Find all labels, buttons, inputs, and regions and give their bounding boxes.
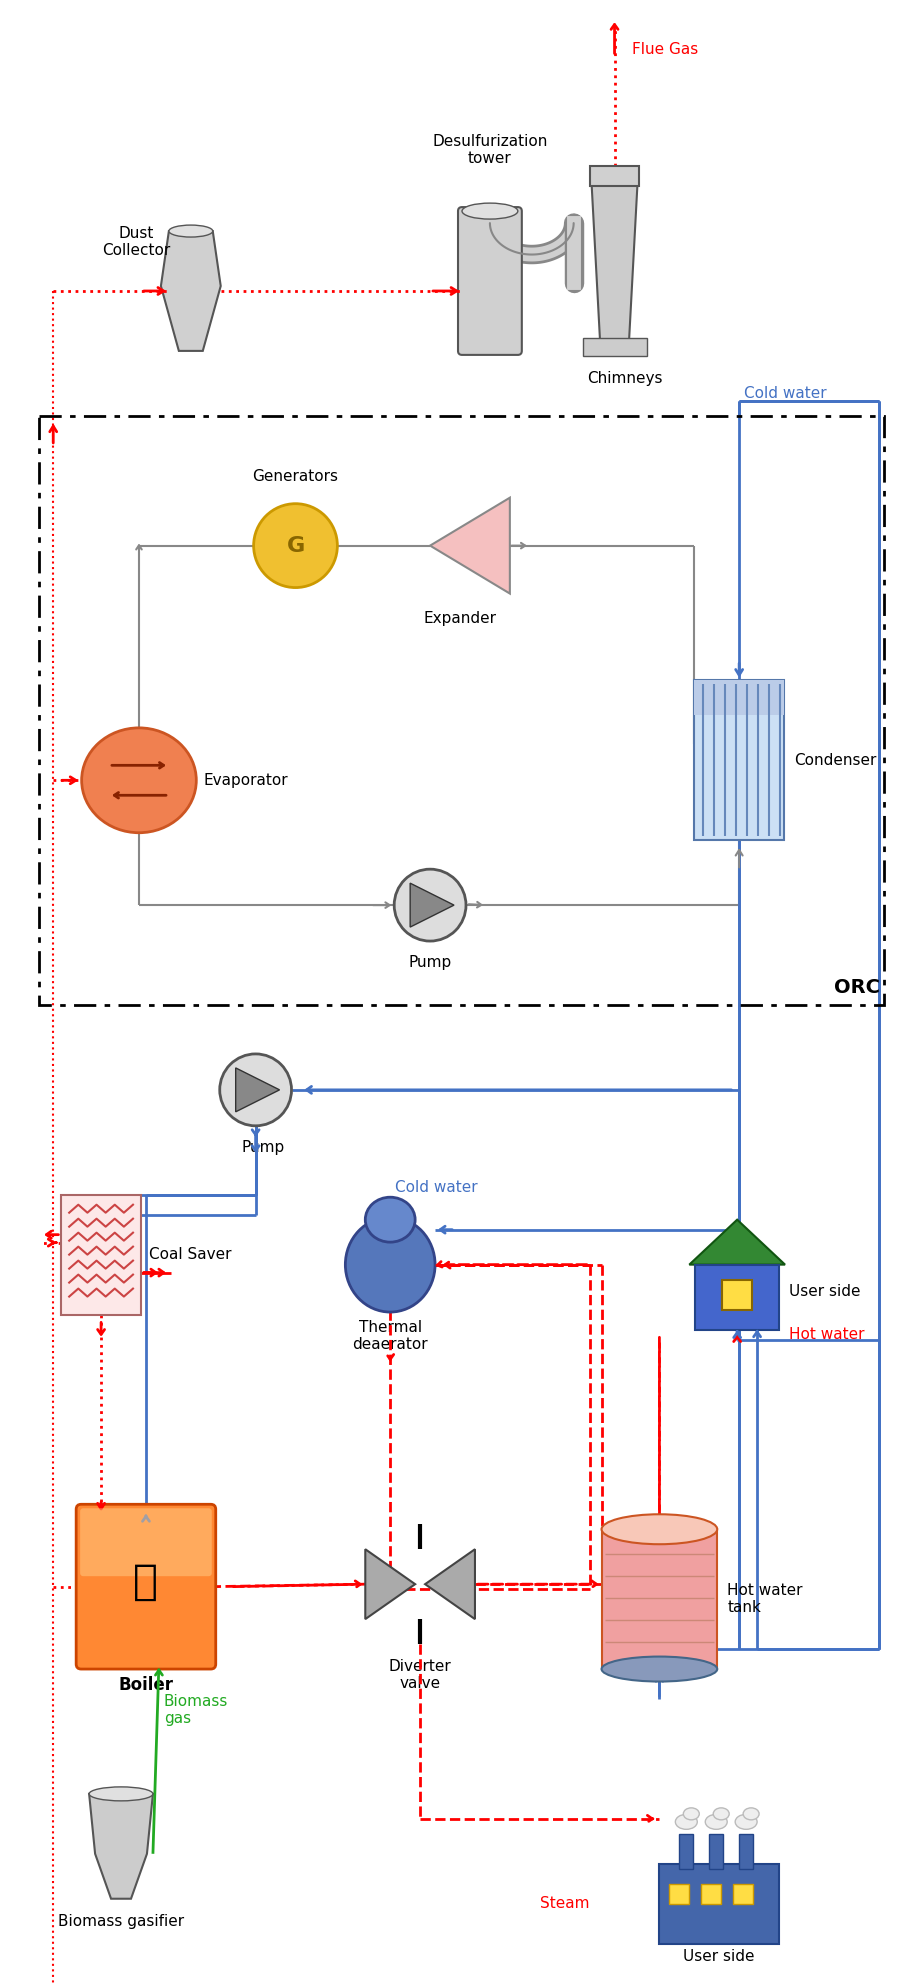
Text: 🔥: 🔥 [134, 1560, 159, 1602]
Bar [669, 1884, 689, 1904]
FancyBboxPatch shape [458, 206, 521, 355]
Text: Generators: Generators [253, 468, 339, 484]
Text: Pump: Pump [242, 1139, 285, 1155]
Text: Hot water
tank: Hot water tank [727, 1582, 803, 1616]
Ellipse shape [366, 1197, 415, 1243]
Text: Cold water: Cold water [395, 1179, 478, 1195]
Ellipse shape [602, 1657, 717, 1681]
Ellipse shape [462, 202, 518, 218]
Polygon shape [426, 1548, 475, 1620]
Bar [590, 167, 640, 187]
Text: ORC: ORC [833, 979, 880, 996]
Text: Flue Gas: Flue Gas [632, 42, 699, 58]
Text: Coal Saver: Coal Saver [149, 1247, 232, 1262]
Ellipse shape [602, 1515, 717, 1544]
Ellipse shape [81, 728, 197, 834]
Bar [701, 1884, 721, 1904]
Ellipse shape [705, 1814, 727, 1830]
Bar [694, 681, 784, 840]
Bar [40, 415, 883, 1004]
FancyBboxPatch shape [77, 1505, 216, 1669]
Text: Dust
Collector: Dust Collector [102, 226, 170, 258]
Ellipse shape [676, 1814, 697, 1830]
Bar [695, 1264, 779, 1330]
Text: Cold water: Cold water [744, 385, 827, 401]
Polygon shape [410, 883, 454, 927]
Polygon shape [592, 185, 638, 351]
Bar [739, 1834, 753, 1868]
Ellipse shape [713, 1808, 729, 1820]
Text: Diverter
valve: Diverter valve [389, 1659, 451, 1691]
Text: Expander: Expander [424, 611, 497, 625]
Text: Thermal
deaerator: Thermal deaerator [353, 1320, 428, 1352]
Bar [709, 1834, 724, 1868]
Text: Condenser: Condenser [794, 752, 876, 768]
Polygon shape [90, 1794, 153, 1900]
Text: Evaporator: Evaporator [204, 772, 288, 788]
Text: Biomass gasifier: Biomass gasifier [58, 1914, 184, 1929]
Ellipse shape [220, 1054, 292, 1125]
Text: Chimneys: Chimneys [587, 371, 663, 385]
Ellipse shape [169, 224, 212, 236]
Text: Hot water: Hot water [789, 1328, 865, 1342]
Polygon shape [689, 1219, 785, 1264]
Text: Pump: Pump [409, 955, 451, 971]
Ellipse shape [345, 1217, 435, 1312]
Bar [694, 681, 784, 715]
Text: Desulfurization
tower: Desulfurization tower [432, 133, 547, 167]
Bar [722, 1280, 752, 1310]
Text: User side: User side [683, 1949, 755, 1963]
Polygon shape [430, 498, 509, 594]
Bar [659, 1864, 779, 1943]
Text: Steam: Steam [540, 1896, 590, 1912]
Bar [602, 1528, 717, 1669]
Ellipse shape [683, 1808, 700, 1820]
Text: Boiler: Boiler [118, 1675, 174, 1693]
Text: User side: User side [789, 1284, 860, 1298]
Ellipse shape [743, 1808, 759, 1820]
Ellipse shape [394, 869, 466, 941]
Text: G: G [286, 536, 305, 556]
Bar [679, 1834, 693, 1868]
Bar [61, 1195, 141, 1314]
Ellipse shape [736, 1814, 757, 1830]
Bar [733, 1884, 753, 1904]
Circle shape [254, 504, 338, 588]
Bar [582, 337, 647, 355]
Polygon shape [366, 1548, 415, 1620]
Polygon shape [161, 230, 221, 351]
Ellipse shape [90, 1786, 153, 1800]
Text: Biomass
gas: Biomass gas [164, 1693, 228, 1727]
Polygon shape [235, 1068, 280, 1112]
FancyBboxPatch shape [80, 1509, 211, 1576]
